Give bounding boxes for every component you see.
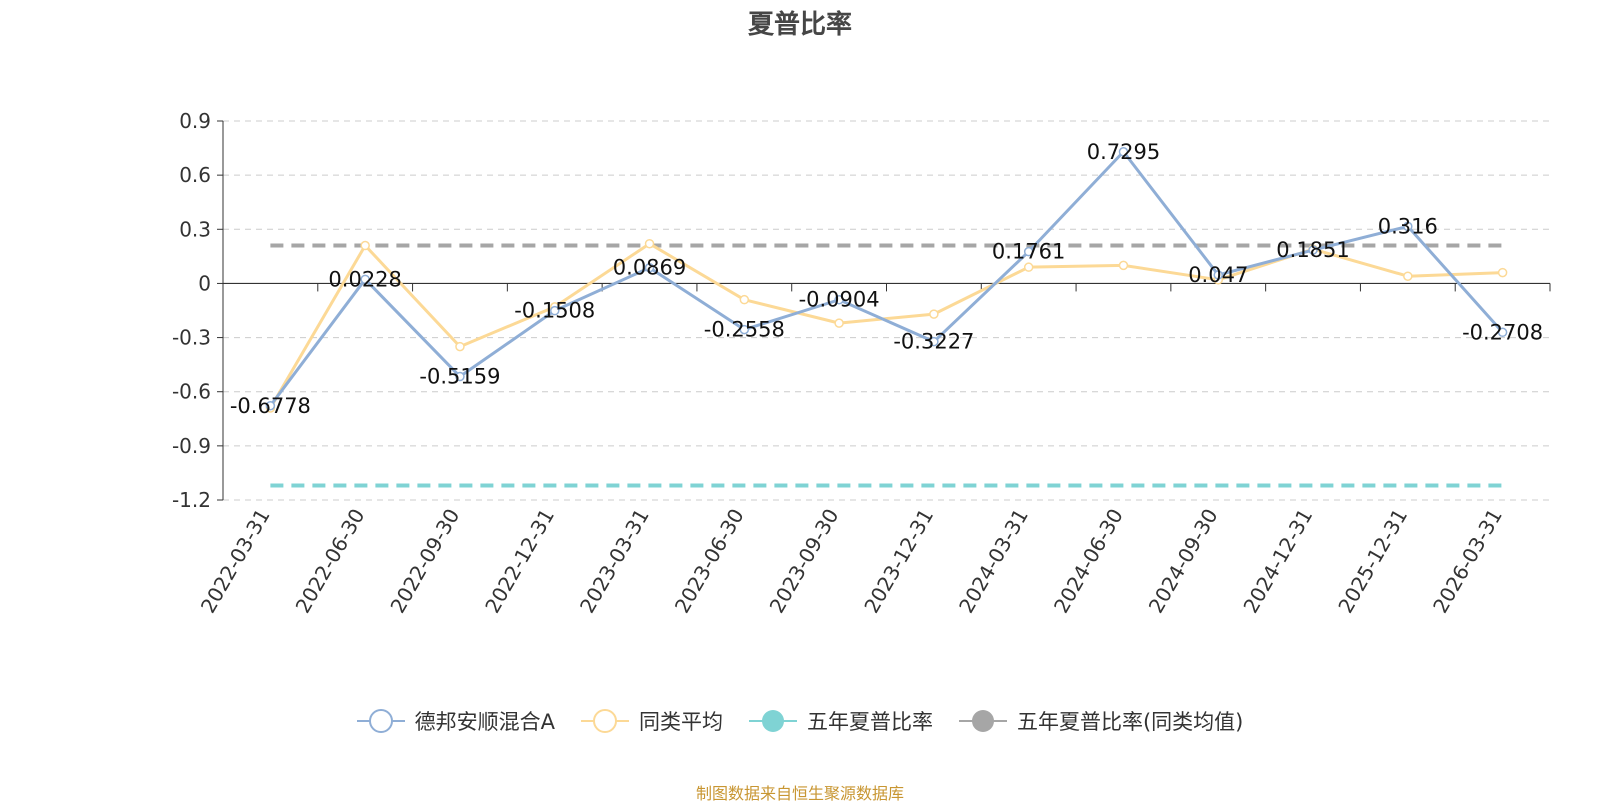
- data-point: [360, 240, 370, 251]
- data-point: [1023, 246, 1034, 257]
- grid-lines: [223, 120, 1550, 501]
- legend-label: 五年夏普比率: [806, 710, 933, 734]
- x-tick-label: 2023-06-30: [670, 505, 749, 618]
- data-label: 0.7295: [1087, 140, 1160, 164]
- legend-item[interactable]: 五年夏普比率: [748, 706, 933, 736]
- data-point: [1213, 270, 1223, 280]
- x-tick-label: 2022-12-31: [480, 505, 559, 618]
- series-lines: [265, 147, 1508, 413]
- data-point: [455, 371, 465, 382]
- x-tick-label: 2024-09-30: [1144, 505, 1223, 618]
- legend-symbol-icon: [580, 709, 629, 733]
- data-point: [265, 401, 276, 411]
- legend-symbol-icon: [356, 709, 405, 733]
- x-tick-label: 2023-12-31: [859, 504, 938, 617]
- data-point: [929, 336, 939, 347]
- data-point: [1497, 267, 1508, 278]
- y-tick-label: 0.3: [179, 217, 211, 241]
- data-label: 0.0228: [328, 267, 401, 291]
- data-point: [360, 274, 370, 285]
- x-tick-label: 2022-06-30: [291, 505, 370, 618]
- data-label: -0.0904: [799, 288, 880, 312]
- legend-label: 德邦安顺混合A: [414, 710, 555, 734]
- series-line: [269, 150, 1504, 407]
- legend-item[interactable]: 五年夏普比率(同类均值): [958, 706, 1244, 736]
- data-label: -0.3227: [893, 330, 974, 354]
- data-point: [1118, 260, 1129, 271]
- data-point: [550, 305, 560, 316]
- y-tick-label: -0.6: [172, 380, 211, 404]
- data-point: [834, 318, 844, 328]
- data-point: [1403, 221, 1413, 232]
- data-point: [1308, 245, 1318, 255]
- y-tick-label: 0: [198, 271, 211, 295]
- data-point: [834, 294, 844, 305]
- legend-symbol-icon: [958, 710, 1007, 732]
- data-point: [1023, 262, 1034, 272]
- data-label: -0.1508: [514, 299, 595, 323]
- x-tick-label: 2026-03-31: [1428, 505, 1507, 618]
- y-tick-label: -1.2: [172, 488, 211, 512]
- x-tick-label: 2024-03-31: [954, 505, 1033, 618]
- footer-source: 制图数据来自恒生聚源数据库: [695, 784, 904, 803]
- legend-item[interactable]: 德邦安顺混合A: [356, 706, 555, 736]
- data-label: -0.2708: [1462, 320, 1543, 344]
- data-labels: -0.6778 0.0228 -0.5159 -0.1508 0.0869 -0.2558…: [230, 140, 1543, 418]
- data-point: [644, 262, 655, 273]
- x-tick-label: 2023-09-30: [765, 505, 844, 618]
- data-label: -0.5159: [419, 365, 500, 389]
- data-point: [929, 309, 939, 319]
- y-tick-label: 0.9: [179, 109, 211, 133]
- x-tick-label: 2022-03-31: [196, 505, 275, 618]
- data-point: [1497, 327, 1508, 338]
- data-label: -0.2558: [704, 318, 785, 342]
- x-tick-label: 2023-03-31: [575, 505, 654, 618]
- reference-lines: [270, 243, 1503, 488]
- chart-title: 夏普比率: [747, 10, 852, 40]
- y-tick-label: -0.3: [172, 326, 211, 350]
- data-label: 0.1761: [992, 240, 1065, 264]
- x-tick-label: 2024-06-30: [1049, 505, 1128, 618]
- data-point: [455, 341, 465, 352]
- data-point: [739, 294, 750, 305]
- x-tick-label: 2024-12-31: [1238, 505, 1317, 618]
- legend-label: 同类平均: [638, 710, 723, 734]
- legend-symbol-icon: [748, 710, 797, 732]
- x-tick-label: 2025-12-31: [1333, 505, 1412, 618]
- legend: 德邦安顺混合A 同类平均 五年夏普比率 五年夏普比率(同类均值): [0, 706, 1600, 736]
- data-point: [1403, 271, 1413, 281]
- data-point: [739, 324, 750, 335]
- legend-label: 五年夏普比率(同类均值): [1016, 710, 1244, 734]
- data-label: 0.0869: [613, 256, 686, 280]
- data-label: 0.1851: [1276, 238, 1349, 262]
- x-tick-label: 2022-09-30: [385, 505, 464, 618]
- data-point: [1118, 147, 1129, 157]
- data-label: 0.316: [1378, 214, 1438, 238]
- data-label: -0.6778: [230, 394, 311, 418]
- y-tick-label: 0.6: [179, 163, 211, 187]
- data-label: 0.047: [1188, 263, 1248, 287]
- legend-item[interactable]: 同类平均: [580, 706, 723, 736]
- data-point: [644, 238, 655, 249]
- y-tick-label: -0.9: [172, 434, 211, 458]
